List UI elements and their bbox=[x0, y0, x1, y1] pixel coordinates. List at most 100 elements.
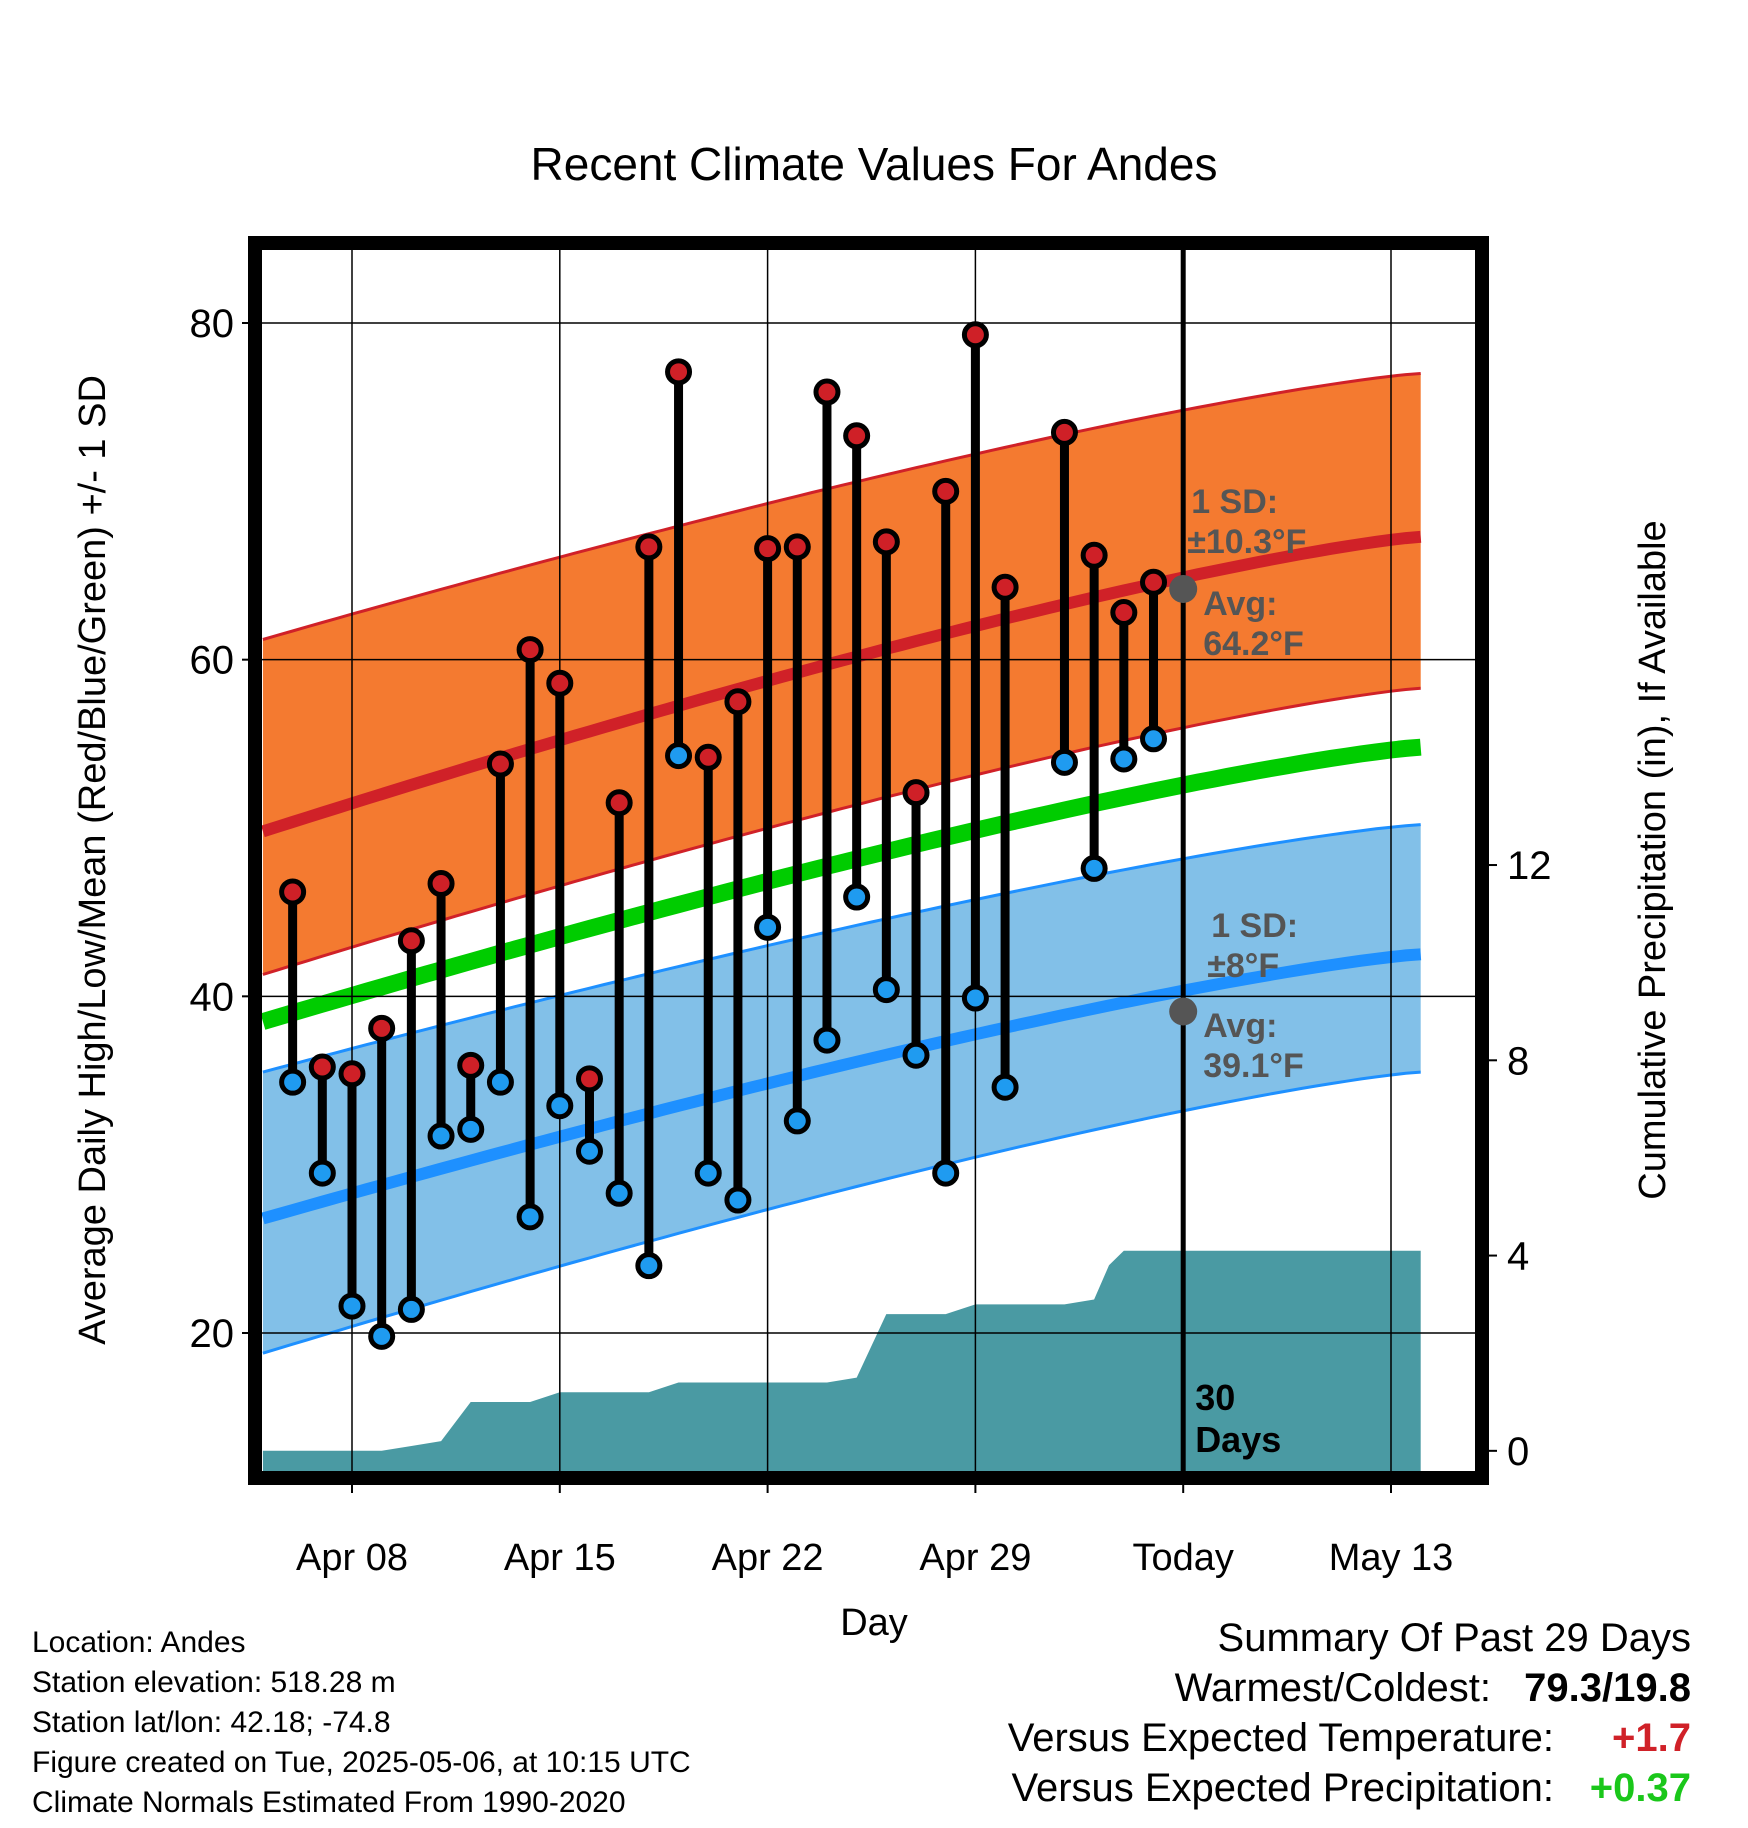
daily-high-point bbox=[1080, 541, 1108, 569]
precip-value: +0.37 bbox=[1589, 1766, 1691, 1810]
daily-low-point bbox=[754, 913, 782, 941]
daily-high-point bbox=[368, 1014, 396, 1042]
daily-low-point bbox=[843, 883, 871, 911]
y-tick-label: 80 bbox=[190, 302, 235, 346]
daily-low-point bbox=[338, 1292, 366, 1320]
window-label-days-count: 30 bbox=[1195, 1377, 1235, 1418]
daily-high-point bbox=[427, 870, 455, 898]
daily-low-point bbox=[872, 976, 900, 1004]
today-low-avg-marker bbox=[1169, 997, 1198, 1026]
low-sd-label: 1 SD: bbox=[1211, 907, 1298, 945]
created-text: Figure created on Tue, 2025-05-06, at 10… bbox=[32, 1746, 691, 1779]
daily-low-point bbox=[1110, 745, 1138, 773]
daily-high-point bbox=[932, 477, 960, 505]
daily-low-point bbox=[635, 1252, 663, 1280]
low-upper-line bbox=[262, 823, 1421, 1074]
y2-axis-label: Cumulative Precipitation (in), If Availa… bbox=[1632, 520, 1674, 1199]
today-high-avg-marker bbox=[1169, 574, 1198, 603]
daily-high-point bbox=[338, 1060, 366, 1088]
low-normal-line bbox=[262, 948, 1422, 1225]
x-axis-label: Day bbox=[840, 1602, 908, 1644]
daily-low-point bbox=[902, 1041, 930, 1069]
daily-high-point bbox=[783, 533, 811, 561]
daily-high-point bbox=[279, 878, 307, 906]
daily-high-point bbox=[991, 573, 1019, 601]
y-tick-label: 40 bbox=[190, 975, 235, 1019]
daily-low-point bbox=[575, 1137, 603, 1165]
plot-frame bbox=[248, 236, 1489, 1485]
daily-high-point bbox=[961, 321, 989, 349]
low-avg-label: Avg: bbox=[1203, 1007, 1277, 1045]
daily-high-point bbox=[1050, 418, 1078, 446]
daily-high-point bbox=[575, 1065, 603, 1093]
precip-area bbox=[262, 1250, 1421, 1471]
temp-vs-expected-row: Versus Expected Temperature: +1.7 bbox=[1008, 1713, 1691, 1763]
normals-text: Climate Normals Estimated From 1990-2020 bbox=[32, 1786, 626, 1819]
window-label-days-word: Days bbox=[1195, 1419, 1281, 1460]
summary-title: Summary Of Past 29 Days bbox=[1217, 1616, 1691, 1660]
daily-low-point bbox=[783, 1107, 811, 1135]
y2-tick-label: 0 bbox=[1507, 1430, 1529, 1474]
high-avg-value: 64.2°F bbox=[1203, 625, 1304, 663]
x-tick-label: Apr 08 bbox=[296, 1537, 408, 1579]
daily-low-point bbox=[486, 1068, 514, 1096]
daily-low-point bbox=[1050, 748, 1078, 776]
high-avg-label: Avg: bbox=[1203, 585, 1277, 623]
daily-high-point bbox=[457, 1051, 485, 1079]
y2-tick-label: 8 bbox=[1507, 1039, 1529, 1083]
daily-low-point bbox=[724, 1186, 752, 1214]
daily-low-point bbox=[397, 1295, 425, 1323]
high-sd-band bbox=[262, 373, 1421, 975]
y-axis-label: Average Daily High/Low/Mean (Red/Blue/Gr… bbox=[72, 375, 114, 1345]
x-tick-label: Apr 22 bbox=[712, 1537, 824, 1579]
precip-vs-expected-row: Versus Expected Precipitation: +0.37 bbox=[1008, 1763, 1691, 1813]
elevation-text: Station elevation: 518.28 m bbox=[32, 1666, 396, 1699]
temp-value: +1.7 bbox=[1612, 1716, 1691, 1760]
daily-low-point bbox=[1080, 854, 1108, 882]
daily-high-point bbox=[724, 688, 752, 716]
daily-low-point bbox=[694, 1159, 722, 1187]
high-normal-line bbox=[262, 530, 1422, 838]
daily-low-point bbox=[516, 1203, 544, 1231]
high-sd-label: 1 SD: bbox=[1191, 483, 1278, 521]
daily-low-point bbox=[991, 1073, 1019, 1101]
daily-low-point bbox=[368, 1322, 396, 1350]
daily-high-point bbox=[635, 533, 663, 561]
location-text: Location: Andes bbox=[32, 1626, 246, 1659]
daily-high-point bbox=[694, 743, 722, 771]
x-tick-label: May 13 bbox=[1329, 1537, 1454, 1579]
daily-high-point bbox=[308, 1053, 336, 1081]
chart-title: Recent Climate Values For Andes bbox=[531, 138, 1218, 190]
station-info: Location: Andes Station elevation: 518.2… bbox=[32, 1623, 691, 1823]
daily-high-point bbox=[754, 535, 782, 563]
y-tick-label: 20 bbox=[190, 1312, 235, 1356]
summary-panel: Summary Of Past 29 Days Warmest/Coldest:… bbox=[1008, 1613, 1691, 1813]
x-tick-label: Apr 15 bbox=[504, 1537, 616, 1579]
daily-low-point bbox=[427, 1122, 455, 1150]
x-tick-label: Today bbox=[1132, 1537, 1233, 1579]
daily-high-point bbox=[516, 636, 544, 664]
daily-low-point bbox=[932, 1159, 960, 1187]
daily-low-point bbox=[279, 1068, 307, 1096]
daily-low-point bbox=[1140, 725, 1168, 753]
high-sd-value: ±10.3°F bbox=[1187, 523, 1306, 561]
daily-low-point bbox=[665, 742, 693, 770]
y2-tick-label: 4 bbox=[1507, 1235, 1529, 1279]
daily-low-point bbox=[546, 1092, 574, 1120]
low-sd-band bbox=[262, 824, 1421, 1354]
precip-label: Versus Expected Precipitation: bbox=[1011, 1766, 1554, 1810]
temp-label: Versus Expected Temperature: bbox=[1007, 1716, 1554, 1760]
daily-low-point bbox=[308, 1159, 336, 1187]
daily-high-point bbox=[843, 422, 871, 450]
warmest-label: Warmest/Coldest: bbox=[1174, 1666, 1491, 1710]
daily-high-point bbox=[902, 779, 930, 807]
daily-low-point bbox=[457, 1115, 485, 1143]
high-lower-line bbox=[262, 686, 1421, 976]
x-tick-label: Apr 29 bbox=[919, 1537, 1031, 1579]
low-avg-value: 39.1°F bbox=[1203, 1047, 1304, 1085]
mean-normal-line bbox=[262, 738, 1422, 1030]
high-upper-line bbox=[262, 372, 1421, 641]
low-lower-line bbox=[262, 1070, 1421, 1355]
